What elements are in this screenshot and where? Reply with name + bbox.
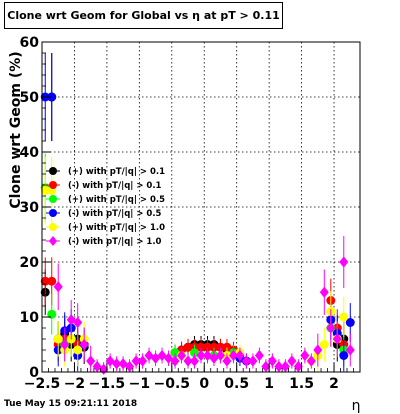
- data-point: [170, 355, 180, 367]
- data-point: [138, 355, 148, 367]
- data-point: [53, 281, 63, 293]
- grid-lines: [42, 42, 360, 372]
- x-tick-label: 2: [329, 376, 339, 392]
- data-point: [183, 355, 193, 367]
- y-tick-label: 0: [29, 365, 39, 381]
- data-point: [49, 209, 57, 217]
- timestamp: Tue May 15 09:21:11 2018: [4, 399, 138, 409]
- data-point: [190, 348, 200, 358]
- legend-entry: (+) with pT/|q| > 1.0: [46, 223, 165, 233]
- data-point: [131, 355, 141, 367]
- data-point: [125, 360, 135, 373]
- data-point: [235, 349, 245, 362]
- data-point: [326, 322, 336, 334]
- data-point: [183, 342, 193, 352]
- data-point: [345, 318, 355, 327]
- x-tick-label: 0: [199, 376, 209, 392]
- data-point: [319, 286, 329, 298]
- x-tick-label: −1: [129, 376, 150, 392]
- data-point: [112, 358, 122, 370]
- data-point: [345, 344, 355, 356]
- data-point: [73, 316, 83, 329]
- data-point: [73, 345, 83, 355]
- x-tick-label: 1.5: [289, 376, 314, 392]
- data-point: [196, 342, 206, 352]
- data-point: [254, 349, 264, 362]
- data-point: [339, 351, 349, 360]
- data-point: [267, 355, 277, 367]
- data-point: [60, 338, 70, 351]
- legend-label: (+) with pT/|q| > 0.5: [68, 195, 165, 205]
- legend-entry: (-) with pT/|q| > 0.1: [46, 181, 162, 191]
- data-point: [47, 92, 57, 102]
- data-point: [209, 342, 219, 352]
- data-point: [49, 167, 57, 175]
- data-points: [40, 53, 355, 375]
- data-point: [293, 360, 303, 373]
- y-tick-label: 20: [20, 255, 40, 271]
- data-point: [274, 360, 284, 373]
- x-tick-label: 0.5: [224, 376, 249, 392]
- legend-label: (-) with pT/|q| > 1.0: [68, 237, 162, 247]
- title-box: Clone wrt Geom for Global vs η at pT > 0…: [4, 2, 283, 29]
- data-point: [339, 312, 349, 322]
- data-point: [49, 181, 57, 189]
- x-tick-label: −2.5: [24, 376, 61, 392]
- data-point: [53, 334, 63, 344]
- legend-entry: (-) with pT/|q| > 0.5: [46, 209, 162, 219]
- x-tick-label: −1.5: [89, 376, 126, 392]
- legend-label: (-) with pT/|q| > 0.1: [68, 181, 162, 191]
- data-point: [241, 355, 251, 367]
- chart-title: Clone wrt Geom for Global vs η at pT > 0…: [7, 9, 280, 22]
- x-tick-label: −0.5: [154, 376, 191, 392]
- data-point: [215, 349, 225, 362]
- data-point: [332, 333, 342, 345]
- x-tick-label: 1: [264, 376, 274, 392]
- data-point: [287, 355, 297, 367]
- legend: (+) with pT/|q| > 0.1 (-) with pT/|q| > 0…: [46, 167, 165, 247]
- data-point: [313, 344, 323, 356]
- data-point: [228, 349, 238, 362]
- legend-label: (-) with pT/|q| > 0.5: [68, 209, 162, 219]
- data-point: [196, 349, 206, 362]
- y-tick-label: 60: [20, 35, 40, 51]
- y-axis-label: Clone wrt Geom (%): [8, 51, 24, 208]
- legend-label: (+) with pT/|q| > 0.1: [68, 167, 165, 177]
- data-point: [47, 276, 57, 286]
- data-point: [190, 355, 200, 367]
- data-point: [79, 338, 89, 351]
- data-point: [319, 340, 329, 349]
- data-point: [280, 360, 290, 373]
- y-tick-label: 50: [20, 90, 40, 106]
- data-point: [40, 276, 50, 286]
- data-point: [339, 256, 349, 268]
- data-point: [261, 360, 271, 373]
- y-tick-label: 30: [20, 200, 40, 216]
- data-point: [215, 342, 225, 352]
- legend-entry: (+) with pT/|q| > 0.5: [46, 195, 165, 205]
- legend-entry: (+) with pT/|q| > 0.1: [46, 167, 165, 177]
- data-point: [49, 195, 57, 203]
- data-point: [306, 355, 316, 367]
- legend-label: (+) with pT/|q| > 1.0: [68, 223, 165, 233]
- y-tick-label: 10: [20, 310, 40, 326]
- data-point: [40, 186, 50, 195]
- series-points: [53, 236, 355, 375]
- data-point: [248, 355, 258, 367]
- data-point: [49, 223, 57, 231]
- legend-entry: (-) with pT/|q| > 1.0: [46, 236, 162, 247]
- x-axis-label: η: [352, 398, 361, 414]
- data-point: [222, 355, 232, 367]
- plot-frame: [41, 41, 361, 373]
- data-point: [177, 349, 187, 362]
- y-tick-label: 40: [20, 145, 40, 161]
- x-tick-label: −2: [64, 376, 85, 392]
- axis-ticks: [41, 41, 361, 373]
- data-point: [86, 355, 96, 367]
- data-point: [202, 342, 212, 352]
- data-point: [300, 349, 310, 362]
- data-point: [49, 236, 57, 246]
